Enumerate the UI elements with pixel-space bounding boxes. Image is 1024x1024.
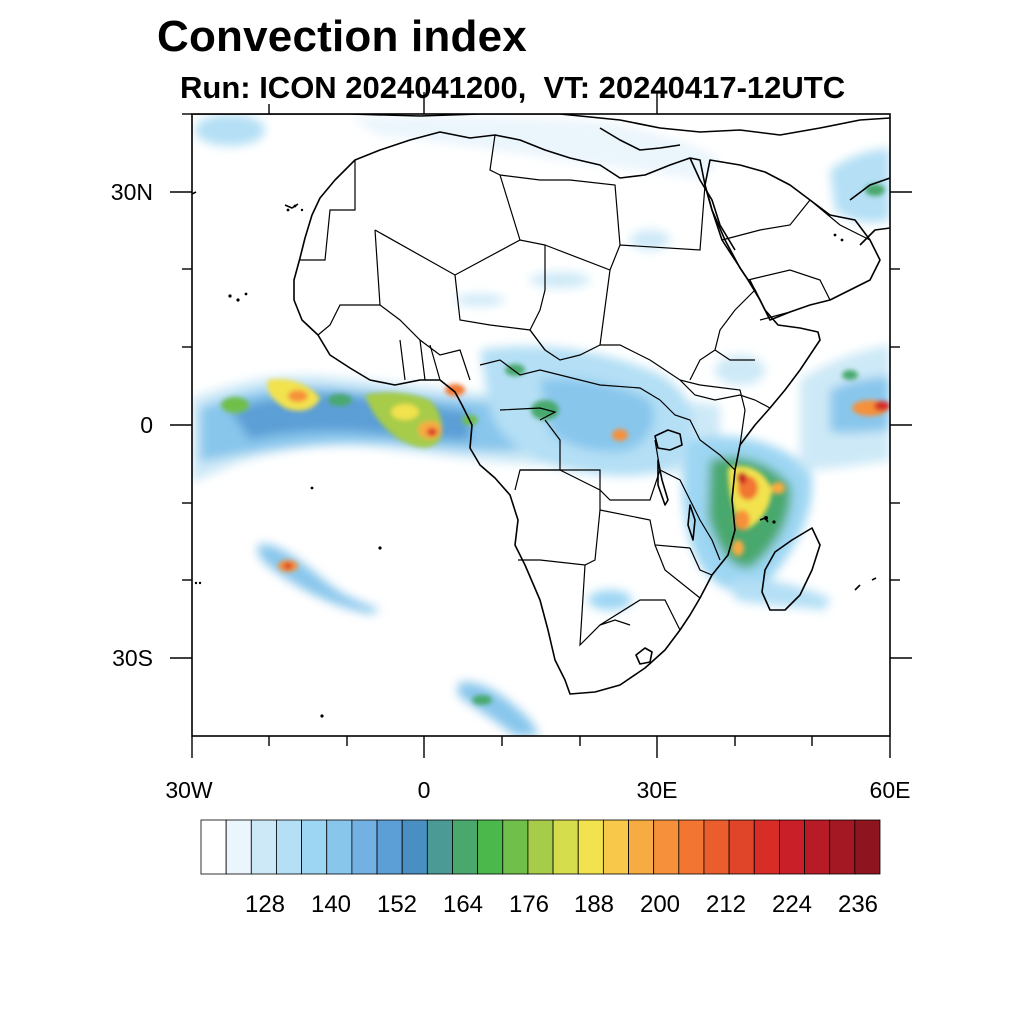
colorbar-swatch xyxy=(829,819,856,875)
colorbar-swatch xyxy=(728,819,755,875)
colorbar-swatch xyxy=(502,819,529,875)
axis-ticks xyxy=(170,92,912,758)
colorbar-swatch xyxy=(351,819,378,875)
colorbar-label: 212 xyxy=(706,891,746,918)
chart-title: Convection index xyxy=(157,12,527,61)
colorbar-label: 200 xyxy=(640,891,680,918)
colorbar-swatch xyxy=(527,819,554,875)
colorbar-swatch xyxy=(276,819,302,875)
colorbar-label: 164 xyxy=(443,891,483,918)
colorbar-swatch xyxy=(577,819,604,875)
colorbar-label: 176 xyxy=(509,891,549,918)
colorbar-swatch xyxy=(225,819,252,875)
colorbar-swatch xyxy=(653,819,680,875)
x-tick-label: 0 xyxy=(418,777,431,803)
colorbar-label: 152 xyxy=(377,891,417,918)
colorbar-swatch xyxy=(426,819,453,875)
colorbar xyxy=(200,819,881,875)
colorbar-swatch xyxy=(552,819,579,875)
colorbar-swatch xyxy=(301,819,328,875)
colorbar-swatch xyxy=(452,819,479,875)
colorbar-label: 188 xyxy=(574,891,614,918)
colorbar-swatch xyxy=(477,819,504,875)
colorbar-label: 128 xyxy=(245,891,285,918)
colorbar-swatch xyxy=(753,819,780,875)
colorbar-labels: 128 140 152 164 176 188 200 212 224 236 xyxy=(245,891,878,918)
colorbar-swatch xyxy=(326,819,353,875)
colorbar-swatch xyxy=(602,819,629,875)
colorbar-swatch xyxy=(854,819,881,875)
colorbar-swatch xyxy=(376,819,403,875)
y-tick-label: 0 xyxy=(140,412,153,438)
colorbar-swatch xyxy=(250,819,277,875)
colorbar-swatch xyxy=(200,819,227,875)
colorbar-label: 224 xyxy=(772,891,812,918)
x-tick-label: 30E xyxy=(637,777,678,803)
x-axis-labels: 30W 0 30E 60E xyxy=(165,777,910,803)
colorbar-swatch xyxy=(628,819,655,875)
map-plot-area xyxy=(192,114,890,736)
colorbar-swatch xyxy=(804,819,831,875)
island-dots xyxy=(194,204,844,718)
country-borders xyxy=(300,134,871,647)
colorbar-label: 236 xyxy=(838,891,878,918)
colorbar-swatch xyxy=(401,819,428,875)
x-tick-label: 30W xyxy=(165,777,213,803)
y-tick-label: 30S xyxy=(112,645,153,671)
y-axis-labels: 30N 0 30S xyxy=(111,179,153,671)
colorbar-swatch xyxy=(703,819,730,875)
y-tick-label: 30N xyxy=(111,179,153,205)
x-tick-label: 60E xyxy=(870,777,911,803)
colorbar-swatch xyxy=(779,819,805,875)
colorbar-swatch xyxy=(678,819,705,875)
chart-subtitle: Run: ICON 2024041200, VT: 20240417-12UTC xyxy=(180,70,846,105)
colorbar-label: 140 xyxy=(311,891,351,918)
